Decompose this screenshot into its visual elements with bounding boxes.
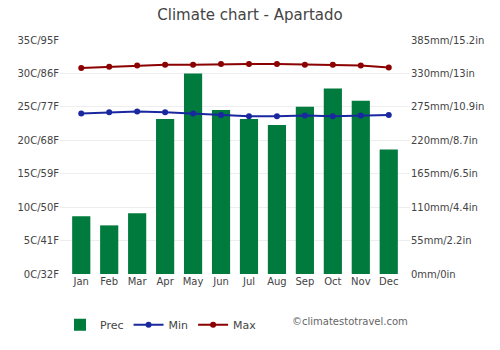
svg-text:220mm/8.7in: 220mm/8.7in xyxy=(411,135,478,146)
svg-text:Climate chart - Apartado: Climate chart - Apartado xyxy=(157,6,342,24)
svg-text:Mar: Mar xyxy=(128,276,148,287)
svg-text:Feb: Feb xyxy=(100,276,118,287)
svg-text:Jun: Jun xyxy=(212,276,229,287)
svg-text:Jan: Jan xyxy=(73,276,89,287)
svg-text:©climatestotravel.com: ©climatestotravel.com xyxy=(292,316,408,327)
svg-text:35C/95F: 35C/95F xyxy=(17,35,59,46)
svg-text:25C/77F: 25C/77F xyxy=(17,101,59,112)
svg-text:0C/32F: 0C/32F xyxy=(24,269,59,280)
svg-text:165mm/6.5in: 165mm/6.5in xyxy=(411,168,478,179)
svg-text:275mm/10.9in: 275mm/10.9in xyxy=(411,101,484,112)
svg-text:Sep: Sep xyxy=(295,276,314,287)
svg-text:Aug: Aug xyxy=(267,276,287,287)
svg-text:55mm/2.2in: 55mm/2.2in xyxy=(411,235,472,246)
svg-text:15C/59F: 15C/59F xyxy=(17,168,59,179)
svg-text:Dec: Dec xyxy=(379,276,398,287)
svg-text:Prec: Prec xyxy=(100,319,124,332)
svg-text:20C/68F: 20C/68F xyxy=(17,135,59,146)
svg-text:10C/50F: 10C/50F xyxy=(17,202,59,213)
svg-text:385mm/15.2in: 385mm/15.2in xyxy=(411,35,484,46)
svg-text:Oct: Oct xyxy=(324,276,341,287)
svg-text:Max: Max xyxy=(233,319,256,332)
svg-text:5C/41F: 5C/41F xyxy=(24,235,59,246)
svg-text:Apr: Apr xyxy=(156,276,174,287)
svg-text:110mm/4.4in: 110mm/4.4in xyxy=(411,202,478,213)
svg-text:May: May xyxy=(183,276,204,287)
svg-text:Jul: Jul xyxy=(242,276,255,287)
svg-text:30C/86F: 30C/86F xyxy=(17,68,59,79)
svg-text:0mm/0in: 0mm/0in xyxy=(411,269,456,280)
svg-text:Min: Min xyxy=(169,319,189,332)
svg-text:Nov: Nov xyxy=(351,276,371,287)
svg-text:330mm/13in: 330mm/13in xyxy=(411,68,475,79)
